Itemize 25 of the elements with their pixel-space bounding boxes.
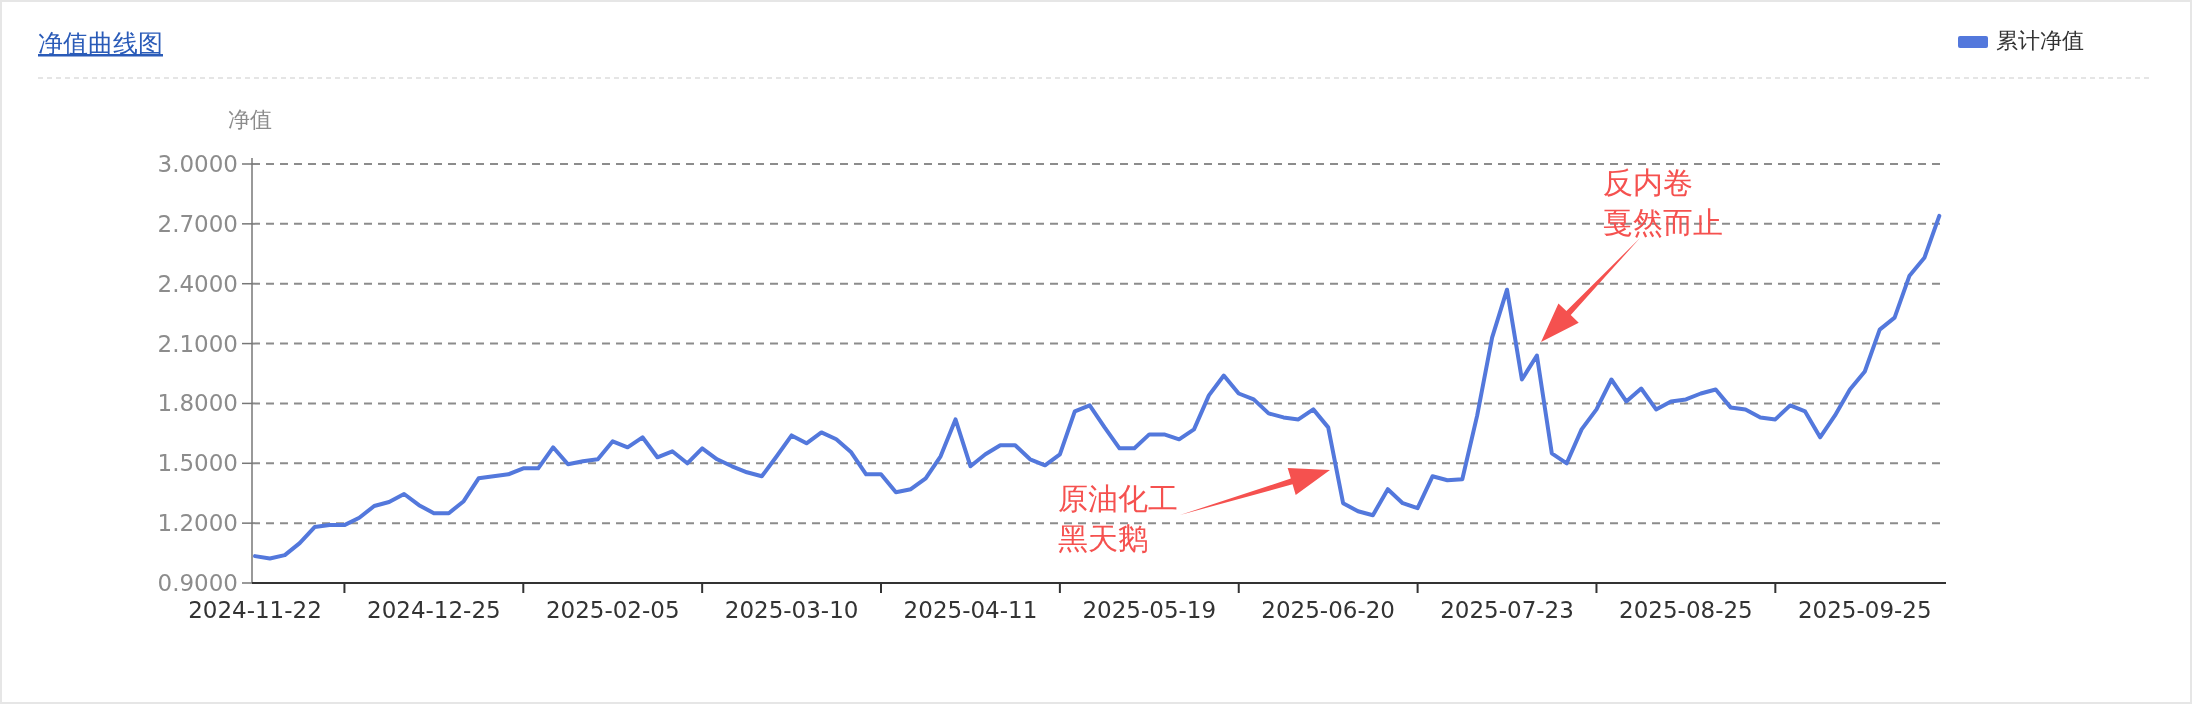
y-tick-label: 0.9000	[157, 570, 238, 596]
x-tick-label: 2025-07-23	[1440, 597, 1574, 623]
legend-label: 累计净值	[1996, 28, 2084, 53]
chart-title: 净值曲线图	[38, 29, 163, 58]
x-tick-label: 2025-06-20	[1261, 597, 1396, 623]
x-tick-label: 2025-02-05	[545, 597, 680, 623]
y-axis-title: 净值	[228, 107, 272, 132]
x-tick-label: 2024-11-22	[188, 597, 322, 623]
annotation: 原油化工	[1058, 481, 1178, 516]
annotation: 戛然而止	[1603, 205, 1723, 240]
y-tick-label: 1.5000	[157, 450, 238, 477]
y-tick-label: 2.1000	[157, 330, 238, 357]
x-tick-label: 2025-08-25	[1619, 597, 1753, 623]
y-tick-label: 1.2000	[157, 510, 238, 537]
y-tick-label: 2.7000	[157, 210, 238, 237]
y-tick-label: 1.8000	[157, 390, 238, 417]
x-tick-label: 2025-09-25	[1797, 597, 1932, 623]
annotation: 黑天鹅	[1058, 521, 1148, 556]
x-tick-label: 2024-12-25	[367, 597, 501, 623]
annotation: 反内卷	[1603, 165, 1693, 200]
x-tick-label: 2025-03-10	[724, 597, 859, 623]
x-tick-label: 2025-04-11	[903, 597, 1038, 623]
y-tick-label: 2.4000	[157, 270, 238, 297]
y-tick-label: 3.0000	[157, 151, 238, 177]
x-tick-label: 2025-05-19	[1082, 597, 1217, 623]
